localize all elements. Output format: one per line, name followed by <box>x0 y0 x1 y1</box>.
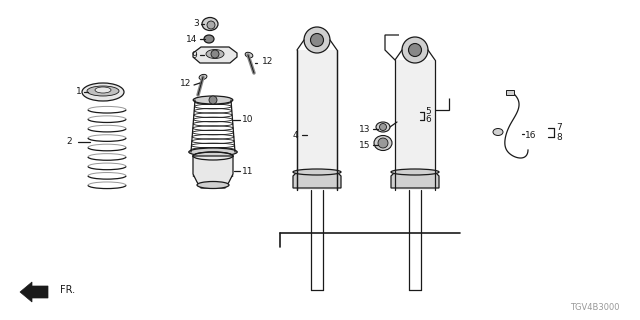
Text: 9: 9 <box>191 51 197 60</box>
Text: 10: 10 <box>242 116 253 124</box>
Text: 7: 7 <box>556 124 562 132</box>
Polygon shape <box>293 172 341 188</box>
Ellipse shape <box>197 181 229 188</box>
Polygon shape <box>193 156 233 188</box>
Text: 12: 12 <box>262 58 273 67</box>
Ellipse shape <box>293 169 341 175</box>
Text: 12: 12 <box>180 79 191 89</box>
Bar <box>297 50 337 190</box>
Text: 3: 3 <box>193 20 199 28</box>
Ellipse shape <box>391 169 439 175</box>
Ellipse shape <box>193 96 233 104</box>
Text: 15: 15 <box>358 141 370 150</box>
Text: FR.: FR. <box>60 285 75 295</box>
Text: 1: 1 <box>76 87 82 97</box>
Ellipse shape <box>197 162 229 166</box>
Ellipse shape <box>206 50 224 59</box>
Text: 4: 4 <box>292 131 298 140</box>
Ellipse shape <box>493 129 503 135</box>
Polygon shape <box>20 282 48 302</box>
Text: 2: 2 <box>67 138 72 147</box>
Text: 13: 13 <box>358 125 370 134</box>
Text: 14: 14 <box>186 35 197 44</box>
Text: TGV4B3000: TGV4B3000 <box>570 303 620 312</box>
Text: 11: 11 <box>242 166 253 175</box>
Circle shape <box>380 124 387 131</box>
Ellipse shape <box>82 83 124 101</box>
Circle shape <box>209 96 217 104</box>
Text: 16: 16 <box>525 131 536 140</box>
Circle shape <box>211 50 219 58</box>
Ellipse shape <box>87 86 119 96</box>
Ellipse shape <box>195 167 231 172</box>
Ellipse shape <box>199 74 207 80</box>
Ellipse shape <box>245 52 253 58</box>
Bar <box>395 60 435 190</box>
Ellipse shape <box>189 148 237 156</box>
Circle shape <box>402 37 428 63</box>
Text: 5: 5 <box>425 108 431 116</box>
Text: 6: 6 <box>425 116 431 124</box>
Ellipse shape <box>202 18 218 30</box>
Polygon shape <box>506 90 514 95</box>
Text: 8: 8 <box>556 132 562 141</box>
Ellipse shape <box>193 152 233 160</box>
Ellipse shape <box>193 173 233 179</box>
Ellipse shape <box>95 87 111 93</box>
Ellipse shape <box>376 122 390 132</box>
Polygon shape <box>391 172 439 188</box>
Ellipse shape <box>204 35 214 43</box>
Polygon shape <box>193 47 237 63</box>
Circle shape <box>310 34 323 46</box>
Ellipse shape <box>374 135 392 150</box>
Circle shape <box>207 21 215 29</box>
Circle shape <box>408 44 422 57</box>
Circle shape <box>378 138 388 148</box>
Circle shape <box>304 27 330 53</box>
